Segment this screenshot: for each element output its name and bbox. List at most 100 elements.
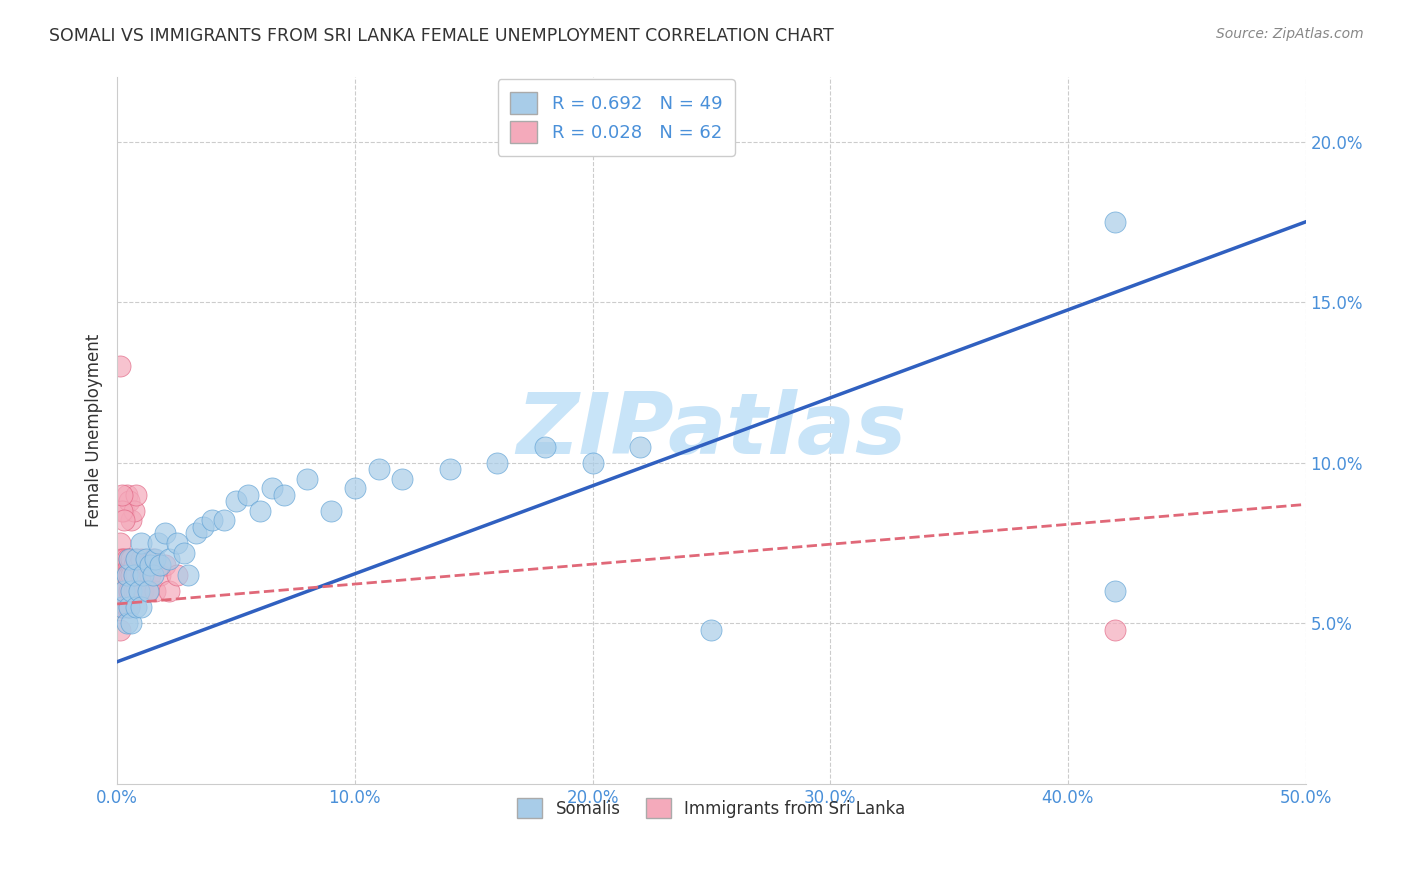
Point <box>201 513 224 527</box>
Point <box>112 568 135 582</box>
Text: Source: ZipAtlas.com: Source: ZipAtlas.com <box>1216 27 1364 41</box>
Point <box>343 482 366 496</box>
Point <box>108 568 131 582</box>
Point <box>128 584 150 599</box>
Point <box>118 552 141 566</box>
Point <box>700 623 723 637</box>
Point <box>120 552 142 566</box>
Point <box>534 440 557 454</box>
Point <box>129 600 152 615</box>
Point <box>122 568 145 582</box>
Point <box>439 462 461 476</box>
Point <box>115 552 138 566</box>
Point <box>108 600 131 615</box>
Point <box>125 568 148 582</box>
Point <box>166 536 188 550</box>
Point <box>166 568 188 582</box>
Point <box>159 584 181 599</box>
Point <box>115 568 138 582</box>
Point <box>159 552 181 566</box>
Point <box>319 504 342 518</box>
Point <box>115 568 138 582</box>
Point <box>273 488 295 502</box>
Point <box>115 600 138 615</box>
Point <box>115 568 138 582</box>
Point <box>581 456 603 470</box>
Point <box>112 584 135 599</box>
Point <box>120 584 142 599</box>
Point <box>149 568 172 582</box>
Point <box>111 584 134 599</box>
Point <box>122 584 145 599</box>
Point <box>120 558 142 573</box>
Point <box>112 584 135 599</box>
Point <box>108 552 131 566</box>
Point <box>111 568 134 582</box>
Point <box>236 488 259 502</box>
Point <box>628 440 651 454</box>
Point <box>125 552 148 566</box>
Point <box>129 536 152 550</box>
Point <box>139 568 162 582</box>
Point <box>146 536 169 550</box>
Point <box>112 552 135 566</box>
Point <box>142 552 165 566</box>
Point <box>122 558 145 573</box>
Point <box>118 600 141 615</box>
Point <box>143 584 166 599</box>
Point <box>297 472 319 486</box>
Point <box>118 494 141 508</box>
Point <box>118 584 141 599</box>
Point <box>486 456 509 470</box>
Point <box>128 584 150 599</box>
Point <box>125 584 148 599</box>
Point <box>112 513 135 527</box>
Point <box>132 584 155 599</box>
Point <box>111 504 134 518</box>
Point <box>111 552 134 566</box>
Point <box>122 568 145 582</box>
Point <box>115 616 138 631</box>
Point <box>125 488 148 502</box>
Point <box>225 494 247 508</box>
Point <box>129 552 152 566</box>
Point <box>142 568 165 582</box>
Point <box>111 568 134 582</box>
Point <box>118 600 141 615</box>
Point <box>111 584 134 599</box>
Point <box>153 526 176 541</box>
Point <box>128 558 150 573</box>
Point <box>367 462 389 476</box>
Point <box>1104 584 1126 599</box>
Point <box>212 513 235 527</box>
Point <box>125 600 148 615</box>
Point <box>118 558 141 573</box>
Point <box>108 584 131 599</box>
Point <box>1104 623 1126 637</box>
Point <box>249 504 271 518</box>
Point <box>129 568 152 582</box>
Point <box>108 536 131 550</box>
Point <box>122 504 145 518</box>
Point <box>139 558 162 573</box>
Point <box>118 552 141 566</box>
Point <box>125 552 148 566</box>
Point <box>184 526 207 541</box>
Point <box>177 568 200 582</box>
Point <box>112 600 135 615</box>
Point <box>120 584 142 599</box>
Point <box>112 504 135 518</box>
Point <box>120 513 142 527</box>
Point <box>1104 215 1126 229</box>
Point <box>191 520 214 534</box>
Point <box>135 552 157 566</box>
Point <box>143 552 166 566</box>
Point <box>132 568 155 582</box>
Point <box>173 545 195 559</box>
Point <box>136 584 159 599</box>
Point <box>120 568 142 582</box>
Point <box>391 472 413 486</box>
Point <box>149 558 172 573</box>
Point <box>118 568 141 582</box>
Point <box>115 488 138 502</box>
